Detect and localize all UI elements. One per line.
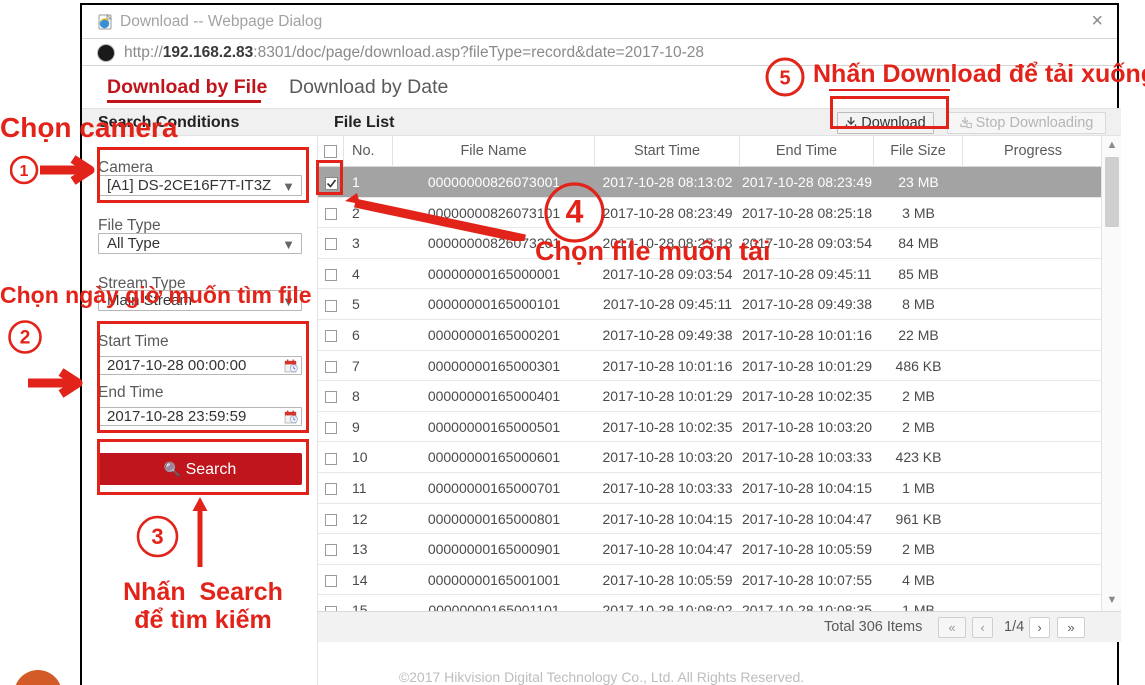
- svg-text:2: 2: [20, 328, 31, 349]
- svg-text:1: 1: [20, 163, 29, 180]
